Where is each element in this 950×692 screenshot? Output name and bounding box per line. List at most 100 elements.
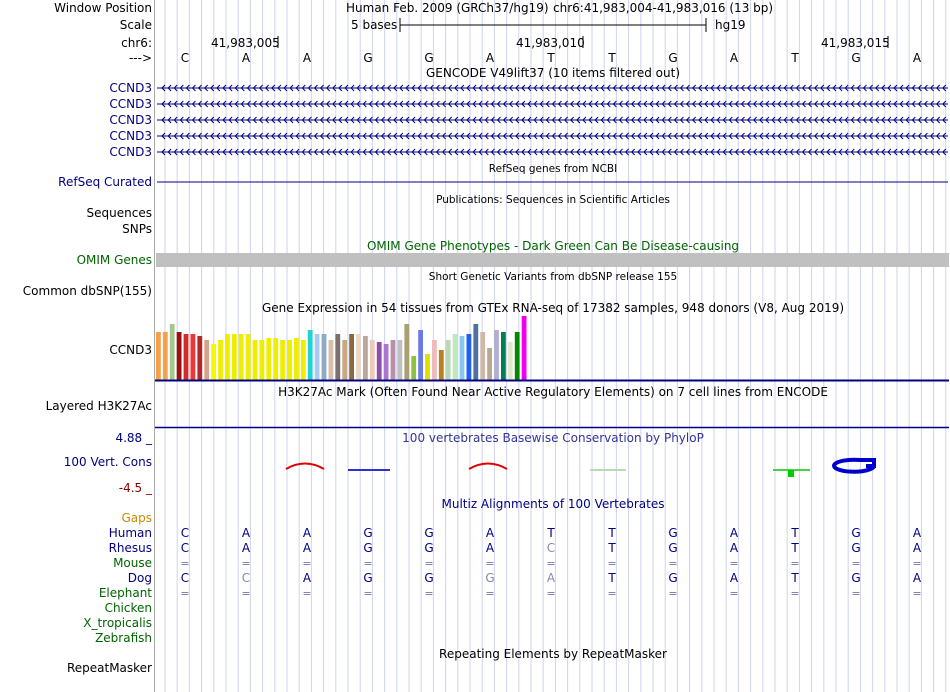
alignment-base: G [424, 571, 434, 585]
base-letter: T [608, 51, 616, 65]
phylop-label[interactable]: 100 Vert. Cons [63, 455, 152, 469]
repeatmasker-label[interactable]: RepeatMasker [66, 661, 152, 675]
dbsnp-label[interactable]: Common dbSNP(155) [22, 284, 152, 298]
gtex-tissue-bar[interactable] [507, 342, 513, 380]
gtex-tissue-bar[interactable] [238, 334, 244, 380]
gencode-transcript-label[interactable]: CCND3 [109, 97, 152, 111]
alignment-base: G [851, 526, 861, 540]
gtex-tissue-bar[interactable] [432, 340, 437, 380]
gtex-tissue-bar[interactable] [356, 334, 361, 380]
publications-label-snps[interactable]: SNPs [122, 222, 152, 236]
gtex-tissue-bar[interactable] [494, 330, 499, 380]
gtex-tissue-bar[interactable] [459, 336, 465, 380]
tick-label: 41,983,015 [821, 36, 890, 50]
alignment-base: A [241, 526, 251, 540]
gtex-tissue-bar[interactable] [245, 334, 251, 380]
gtex-tissue-bar[interactable] [204, 340, 210, 380]
gtex-tissue-bar[interactable] [501, 332, 506, 380]
omim-label[interactable]: OMIM Genes [76, 253, 152, 267]
gtex-tissue-bar[interactable] [252, 340, 258, 380]
gtex-tissue-bar[interactable] [418, 330, 423, 380]
gtex-tissue-bar[interactable] [307, 330, 313, 380]
gtex-tissue-bar[interactable] [411, 356, 417, 380]
gtex-tissue-bar[interactable] [487, 348, 492, 380]
gencode-transcript-label[interactable]: CCND3 [109, 129, 152, 143]
gtex-label[interactable]: CCND3 [109, 343, 152, 357]
gtex-tissue-bar[interactable] [321, 334, 327, 380]
gtex-tissue-bar[interactable] [300, 340, 306, 380]
gtex-tissue-bar[interactable] [452, 334, 458, 380]
gtex-tissue-bar[interactable] [266, 338, 272, 380]
gtex-tissue-bar[interactable] [190, 334, 196, 380]
gtex-tissue-bar[interactable] [480, 332, 486, 380]
gtex-tissue-bar[interactable] [314, 334, 320, 380]
gtex-tissue-bar[interactable] [473, 324, 479, 380]
alignment-base: = [546, 557, 556, 570]
gtex-tissue-bar[interactable] [218, 340, 223, 380]
gtex-tissue-bar[interactable] [369, 340, 375, 380]
alignment-base: = [302, 557, 312, 570]
publications-label-sequences[interactable]: Sequences [86, 206, 152, 220]
gtex-tissue-bar[interactable] [514, 332, 520, 380]
phylop-g-glyph[interactable] [832, 457, 876, 474]
species-label[interactable]: Elephant [98, 586, 152, 600]
alignment-base: = [363, 557, 373, 570]
species-label[interactable]: X_tropicalis [83, 616, 152, 630]
gtex-tissue-bar[interactable] [287, 340, 292, 380]
gtex-tissue-bar[interactable] [342, 340, 348, 380]
gtex-tissue-bar[interactable] [294, 338, 299, 380]
gencode-transcript-label[interactable]: CCND3 [109, 113, 152, 127]
phylop-peak[interactable] [468, 462, 508, 470]
gtex-tissue-bar[interactable] [397, 340, 403, 380]
gtex-tissue-bar[interactable] [183, 334, 189, 380]
species-label[interactable]: Human [108, 526, 152, 540]
gtex-tissue-bar[interactable] [376, 342, 382, 380]
gtex-tissue-bar[interactable] [169, 324, 175, 380]
alignment-base: C [546, 541, 556, 555]
gtex-tissue-bar[interactable] [349, 334, 354, 380]
gtex-tissue-bar[interactable] [231, 334, 237, 380]
gtex-tissue-bar[interactable] [259, 340, 265, 380]
alignment-base: T [791, 541, 799, 555]
gencode-transcript-label[interactable]: CCND3 [109, 81, 152, 95]
gtex-tissue-bar[interactable] [445, 340, 451, 380]
gtex-tissue-bar[interactable] [438, 350, 444, 380]
scale-label: Scale [119, 18, 152, 32]
gtex-tissue-bar[interactable] [335, 334, 341, 380]
gtex-tissue-bar[interactable] [156, 332, 161, 380]
gtex-tissue-bar[interactable] [328, 340, 334, 380]
gtex-tissue-bar[interactable] [273, 338, 279, 380]
gtex-tissue-bar[interactable] [466, 334, 472, 380]
publications-title: Publications: Sequences in Scientific Ar… [436, 194, 670, 206]
multiz-gaps-label[interactable]: Gaps [121, 511, 152, 525]
phylop-bar[interactable] [788, 470, 794, 477]
species-label[interactable]: Chicken [104, 601, 152, 615]
omim-bar[interactable] [156, 253, 949, 267]
scale-text: 5 bases [351, 18, 398, 32]
gencode-transcript-label[interactable]: CCND3 [109, 145, 152, 159]
gtex-tissue-bar[interactable] [521, 316, 527, 380]
species-label[interactable]: Zebrafish [95, 631, 152, 645]
gtex-tissue-bar[interactable] [197, 336, 203, 380]
gtex-tissue-bar[interactable] [404, 324, 410, 380]
h3k27ac-label[interactable]: Layered H3K27Ac [45, 399, 152, 413]
species-label[interactable]: Rhesus [108, 541, 152, 555]
species-label[interactable]: Dog [127, 571, 152, 585]
base-letter: G [851, 51, 861, 65]
gtex-tissue-bar[interactable] [225, 334, 230, 380]
species-label[interactable]: Mouse [113, 556, 152, 570]
refseq-label[interactable]: RefSeq Curated [58, 175, 152, 189]
gtex-tissue-bar[interactable] [363, 336, 368, 380]
gtex-tissue-bar[interactable] [390, 340, 396, 380]
gtex-tissue-bar[interactable] [425, 354, 430, 380]
tick-label: 41,983,010 [516, 36, 585, 50]
gtex-tissue-bar[interactable] [176, 332, 182, 380]
gtex-tissue-bar[interactable] [211, 344, 216, 380]
gtex-tissue-bar[interactable] [162, 332, 168, 380]
base-letter: A [912, 51, 922, 65]
gtex-tissue-bar[interactable] [383, 344, 389, 380]
gtex-tissue-bar[interactable] [280, 340, 285, 380]
phylop-peak[interactable] [285, 462, 325, 470]
